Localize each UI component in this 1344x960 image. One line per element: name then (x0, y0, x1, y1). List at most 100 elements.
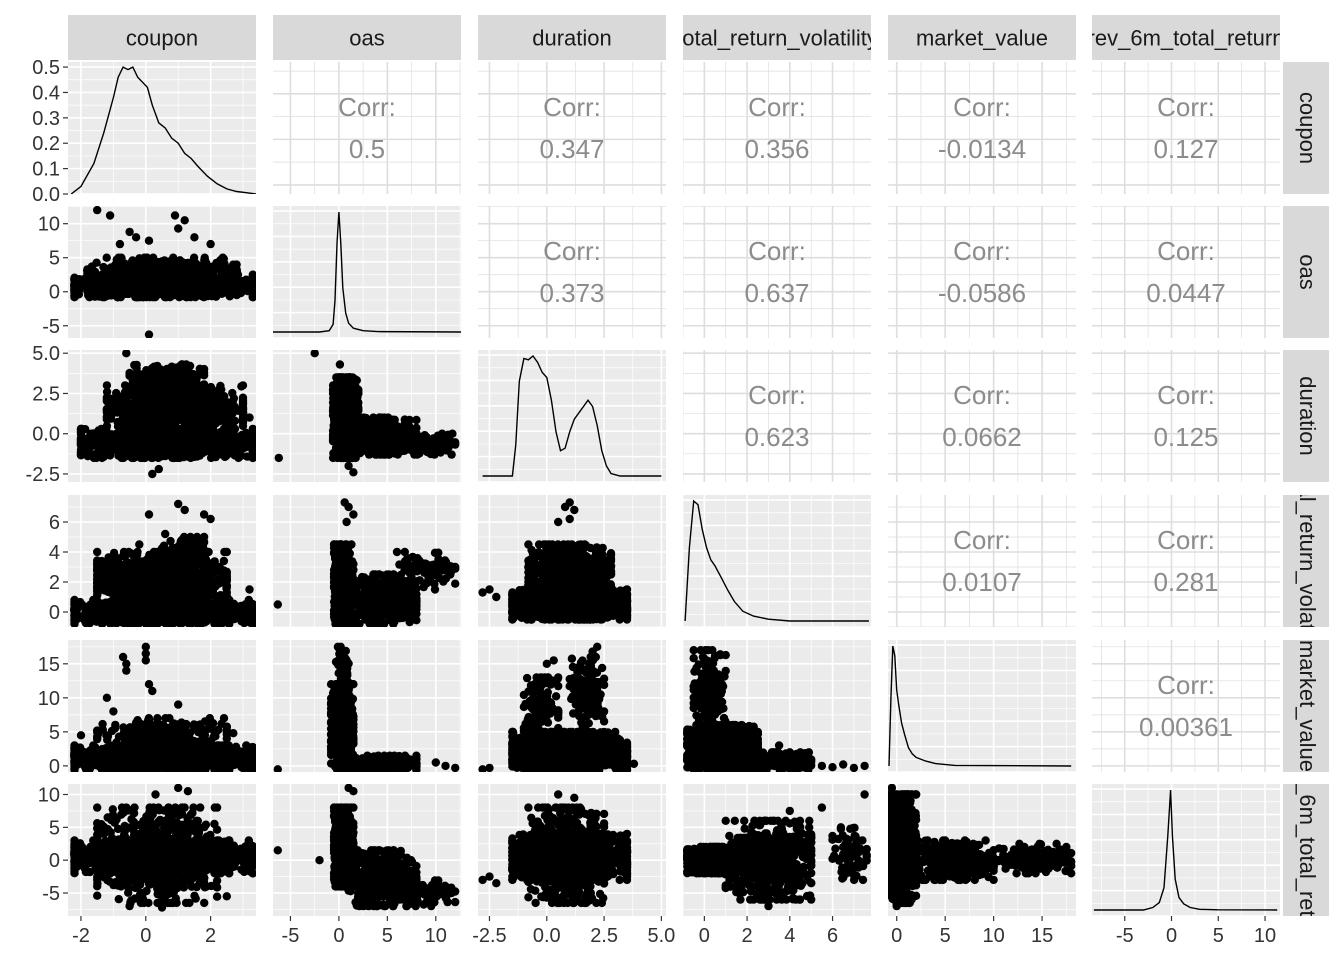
scatter-point (102, 415, 112, 424)
scatter-point (238, 421, 248, 431)
scatter-point (127, 453, 137, 463)
scatter-point (364, 450, 374, 459)
scatter-point (171, 277, 180, 286)
outlier-point (206, 239, 215, 249)
outlier-point (144, 330, 154, 338)
scatter-point (148, 453, 157, 463)
outlier-point (180, 216, 189, 225)
strip-top-bg (273, 15, 461, 60)
scatter-point (70, 291, 79, 300)
panel-duration-coupon (68, 350, 256, 482)
scatter-point (113, 422, 123, 431)
panel-coupon-duration: Corr:0.347 (478, 62, 666, 194)
scatter-point (333, 420, 342, 429)
scatter-point (102, 421, 112, 430)
scatter-point (116, 435, 125, 444)
density-curve-oas (273, 211, 461, 333)
scatter-point (169, 253, 178, 262)
corr-value: 0.347 (539, 134, 604, 164)
scatter-point (137, 290, 146, 300)
scatter-point (248, 275, 256, 284)
scatter-point (117, 272, 127, 282)
panel-duration-oas (273, 350, 461, 482)
scatter-point (227, 407, 236, 417)
scatter-point (375, 413, 384, 422)
scatter-point (153, 371, 162, 380)
scatter-point (189, 268, 198, 277)
scatter-point (141, 273, 151, 283)
outlier-point (148, 469, 157, 479)
scatter-point (149, 441, 159, 450)
panel-grid (273, 206, 461, 338)
scatter-point (355, 429, 365, 438)
scatter-point (112, 388, 121, 398)
scatter-point (150, 420, 159, 429)
scatter-point (139, 397, 148, 407)
scatter-point (93, 278, 102, 287)
strip-top-label: market_value (916, 26, 1048, 51)
scatter-point (105, 431, 114, 440)
scatter-point (148, 293, 158, 302)
scatter-point (168, 401, 177, 410)
scatter-point (193, 450, 202, 459)
scatter-point (209, 290, 219, 299)
scatter-point (172, 413, 182, 422)
strip-right-bg (1283, 206, 1329, 338)
panel-oas-duration: Corr:0.373 (478, 206, 666, 338)
scatter-point (210, 406, 219, 415)
scatter-point (162, 383, 171, 392)
panel-background (68, 62, 256, 194)
scatter-point (105, 440, 115, 450)
strip-top-oas: oas (273, 15, 461, 60)
scatter-point (237, 382, 246, 391)
scatter-point (222, 419, 231, 428)
corr-value: -0.0586 (938, 278, 1026, 308)
outlier-point (122, 350, 131, 358)
scatter-point (97, 440, 107, 449)
panel-background (478, 62, 666, 194)
scatter-point (224, 401, 233, 410)
scatter-point (147, 375, 156, 385)
panel-oas-market_value: Corr:-0.0586 (888, 206, 1076, 338)
scatter-points (70, 206, 256, 338)
scatter-point (119, 446, 128, 455)
scatter-point (186, 382, 195, 392)
panel-grid (68, 62, 256, 194)
scatter-point (387, 417, 396, 426)
scatter-point (182, 374, 192, 383)
strip-top-total_return_volatility: total_return_volatility (683, 15, 871, 60)
scatter-point (142, 405, 151, 414)
panel-background (683, 206, 871, 338)
scatter-point (361, 414, 370, 423)
scatter-point (200, 409, 209, 418)
scatter-point (238, 396, 248, 405)
corr-label: Corr: (338, 92, 396, 122)
scatter-point (189, 256, 198, 266)
scatter-point (351, 389, 360, 398)
scatter-point (224, 444, 233, 454)
scatter-point (347, 378, 357, 387)
scatter-point (371, 450, 380, 459)
strip-right-bg (1283, 62, 1329, 194)
scatter-point (161, 366, 171, 375)
density-curve-coupon (70, 66, 256, 194)
strip-right-label: coupon (1295, 92, 1320, 164)
strip-right-label: duration (1295, 376, 1320, 456)
scatter-point (209, 262, 218, 271)
scatter-point (102, 253, 111, 262)
scatter-point (334, 400, 344, 410)
scatter-point (120, 266, 129, 275)
scatter-points (76, 350, 256, 479)
scatter-point (335, 435, 345, 444)
scatter-point (190, 275, 199, 284)
scatter-point (352, 415, 361, 425)
scatter-point (90, 292, 100, 301)
scatter-point (248, 424, 256, 434)
strip-top-market_value: market_value (888, 15, 1076, 60)
scatter-point (120, 424, 129, 434)
scatter-point (198, 433, 207, 442)
scatter-point (218, 394, 227, 403)
panel-coupon-rev_6m_total_return: Corr:0.127 (1092, 62, 1280, 194)
panel-grid (1092, 206, 1280, 338)
scatter-point (191, 415, 201, 424)
